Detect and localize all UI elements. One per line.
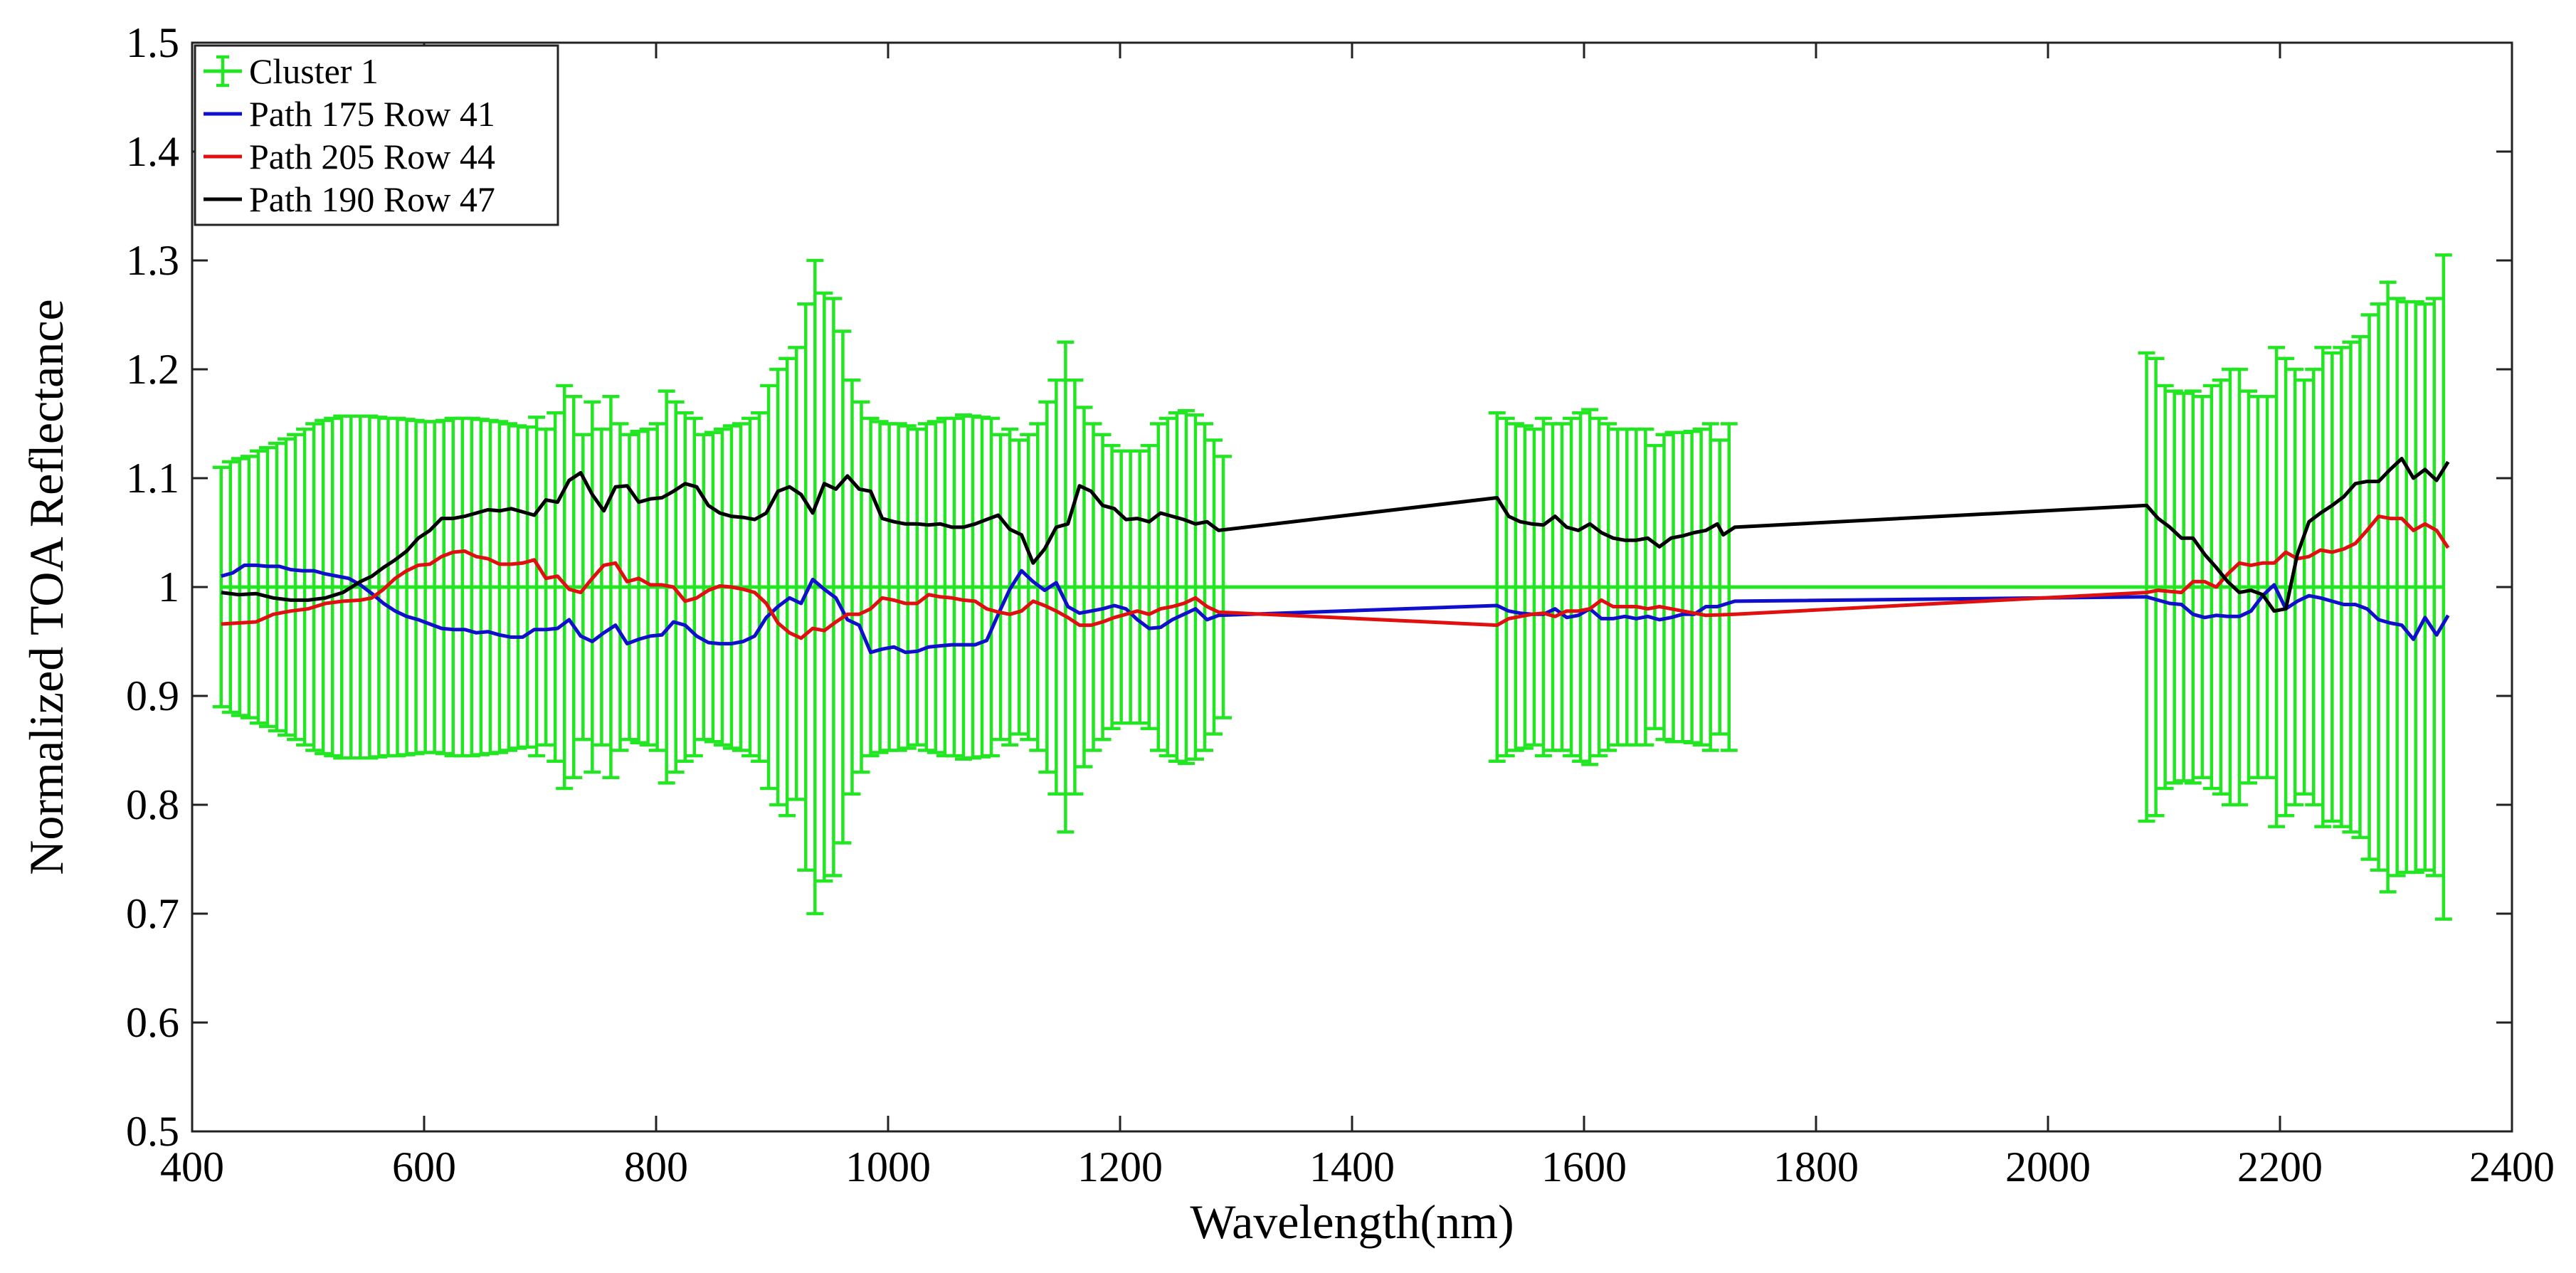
- y-tick-label: 1.2: [126, 346, 179, 393]
- legend-entry: Path 205 Row 44: [204, 137, 495, 176]
- plot-area: [212, 253, 2452, 921]
- x-tick-labels: 400 600 800 1000 1200 1400 1600 1800 2000 2200 240…: [160, 1143, 2555, 1190]
- legend-entry: Cluster 1: [204, 51, 379, 91]
- x-tick-label: 1400: [1309, 1143, 1395, 1190]
- x-tick-label: 2400: [2469, 1143, 2555, 1190]
- y-tick-label: 0.7: [126, 890, 179, 937]
- legend-entry: Path 190 Row 47: [204, 179, 495, 219]
- legend-label: Path 205 Row 44: [249, 137, 495, 176]
- y-axis-label: Normalized TOA Reflectance: [19, 299, 73, 875]
- x-tick-label: 1000: [845, 1143, 931, 1190]
- tick-marks: [191, 41, 2513, 1133]
- y-tick-label: 1.1: [126, 455, 179, 502]
- y-tick-label: 0.6: [126, 999, 179, 1046]
- x-tick-label: 1200: [1077, 1143, 1163, 1190]
- x-tick-label: 2000: [2005, 1143, 2091, 1190]
- x-tick-label: 400: [160, 1143, 224, 1190]
- x-tick-label: 1800: [1773, 1143, 1859, 1190]
- x-tick-label: 600: [392, 1143, 456, 1190]
- y-tick-label: 0.9: [126, 672, 179, 719]
- x-tick-label: 1600: [1541, 1143, 1627, 1190]
- series-line-1: [221, 563, 2450, 655]
- y-tick-label: 1.3: [126, 237, 179, 284]
- x-axis-label: Wavelength(nm): [1190, 1195, 1514, 1249]
- y-tick-labels: 0.5 0.6 0.7 0.8 0.9 1 1.1 1.2 1.3 1.4 1.5: [126, 19, 179, 1155]
- series-line-2: [221, 514, 2450, 640]
- x-tick-label: 800: [624, 1143, 688, 1190]
- y-tick-label: 1.5: [126, 19, 179, 66]
- x-tick-label: 2200: [2237, 1143, 2323, 1190]
- series-line-3: [221, 457, 2450, 613]
- errorbar: [788, 346, 806, 801]
- legend-entry: Path 175 Row 41: [204, 94, 495, 134]
- y-tick-label: 0.5: [126, 1108, 179, 1155]
- errorbar: [212, 465, 230, 709]
- legend-label: Cluster 1: [249, 51, 379, 91]
- errorbar: [2434, 253, 2452, 921]
- y-tick-label: 0.8: [126, 781, 179, 828]
- y-tick-label: 1.4: [126, 128, 179, 175]
- legend-label: Path 190 Row 47: [249, 179, 495, 219]
- legend-box: [194, 44, 559, 226]
- y-tick-label: 1: [158, 564, 179, 611]
- legend-label: Path 175 Row 41: [249, 94, 495, 134]
